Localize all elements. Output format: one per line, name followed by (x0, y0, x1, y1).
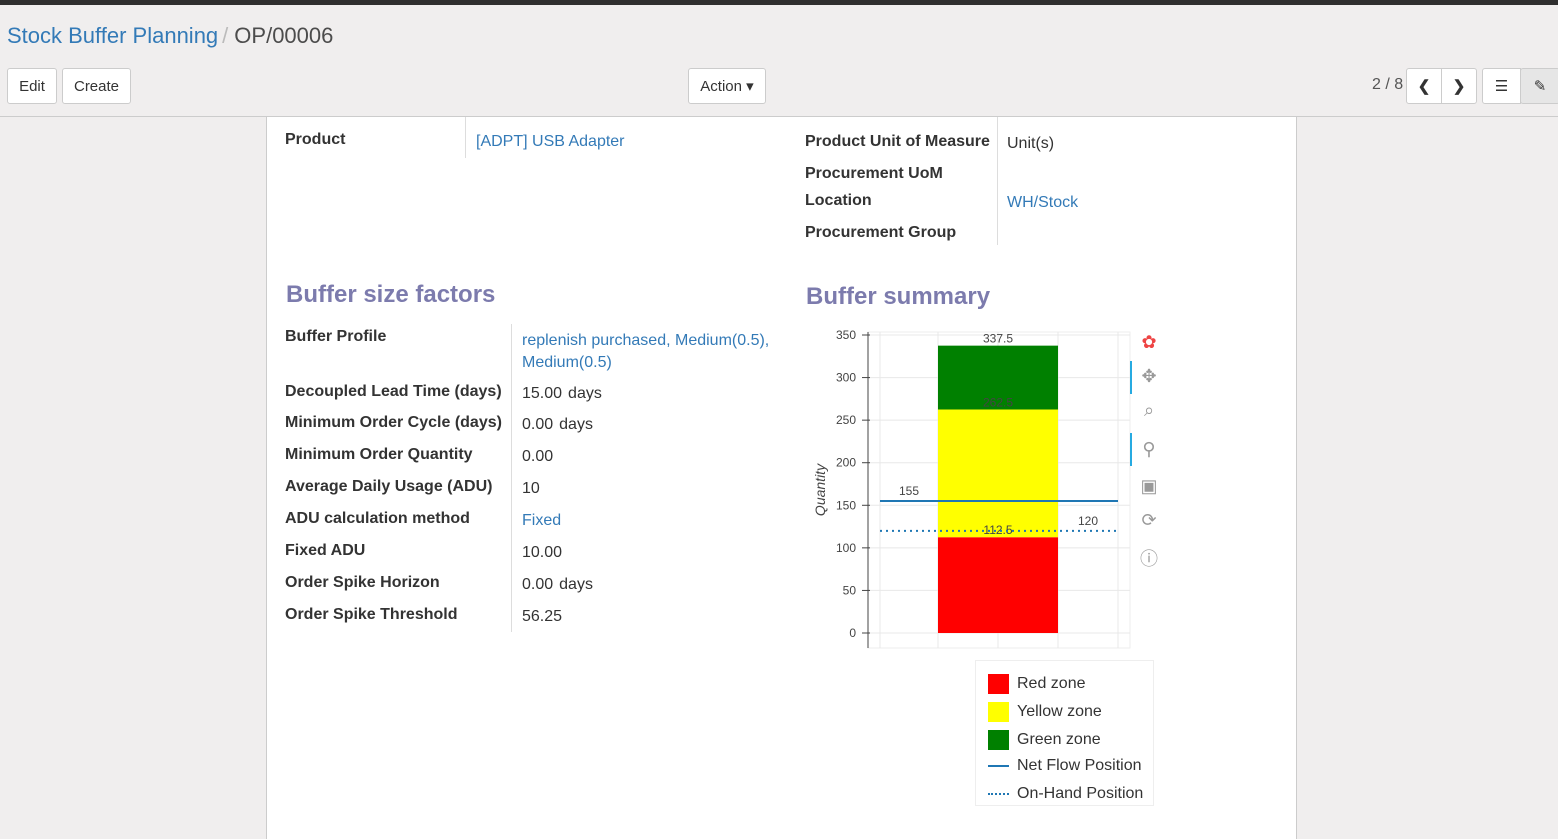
legend-red: Red zone (988, 674, 1086, 694)
value-text: 0.00 (522, 576, 554, 593)
factor-label: Buffer Profile (285, 328, 387, 345)
factor-label: Fixed ADU (285, 542, 366, 559)
breadcrumb-current: OP/00006 (234, 23, 334, 48)
breadcrumb: Stock Buffer Planning / OP/00006 (7, 23, 334, 48)
factor-value: 56.25 (522, 608, 562, 626)
location-value[interactable]: WH/Stock (1007, 194, 1079, 211)
previous-icon[interactable]: ❮ (1406, 68, 1442, 104)
legend-green: Green zone (988, 730, 1101, 750)
bar-red-zone (938, 537, 1058, 633)
factor-label: Average Daily Usage (ADU) (285, 478, 493, 495)
legend-net-flow: Net Flow Position (988, 757, 1142, 775)
box-zoom-tool-icon[interactable]: ⌕ (1143, 400, 1155, 420)
factor-label: Order Spike Horizon (285, 574, 440, 591)
uom-label: Product Unit of Measure (805, 133, 990, 150)
unit-text: days (559, 576, 593, 593)
product-value[interactable]: [ADPT] USB Adapter (476, 133, 625, 150)
buffer-chart: 0 50 100 150 200 250 300 350 112.5 262.5 337.5 155 1… (812, 328, 1131, 649)
location-label: Location (805, 192, 872, 209)
wheel-zoom-tool-icon[interactable]: ⚲ (1142, 439, 1156, 459)
bar-yellow-zone (938, 409, 1058, 538)
factor-value: 0.00 (522, 448, 553, 466)
action-dropdown[interactable]: Action ▾ (688, 68, 766, 104)
y-tick-label: 0 (849, 626, 856, 640)
divider (511, 324, 512, 632)
breadcrumb-parent[interactable]: Stock Buffer Planning (7, 23, 219, 48)
edit-button[interactable]: Edit (7, 68, 57, 104)
factor-label: ADU calculation method (285, 510, 470, 527)
pager-value: 2 / 8 (1372, 76, 1404, 93)
y-tick-label: 100 (836, 541, 856, 555)
value-text: 56.25 (522, 608, 563, 625)
control-panel: Stock Buffer Planning / OP/00006 Edit Crea… (0, 5, 1558, 117)
legend-yellow: Yellow zone (988, 702, 1102, 722)
factor-value: 0.00 days (522, 576, 593, 594)
factor-value: 10.00 (522, 544, 562, 562)
y-tick-label: 200 (836, 456, 856, 470)
factor-value: 10 (522, 480, 540, 498)
y-tick-label: 50 (843, 583, 857, 597)
pan-tool-icon[interactable]: ✥ (1141, 366, 1157, 386)
factor-label: Decoupled Lead Time (days) (285, 383, 502, 400)
bar-label: 262.5 (983, 396, 1013, 410)
y-tick-label: 250 (836, 413, 856, 427)
factor-value[interactable]: Fixed (522, 512, 561, 530)
summary-title: Buffer summary (806, 283, 991, 310)
y-tick-label: 150 (836, 498, 856, 512)
factor-label: Order Spike Threshold (285, 606, 458, 623)
value-text: Fixed (522, 512, 562, 529)
next-icon[interactable]: ❯ (1441, 68, 1477, 104)
value-text: 0.00 (522, 416, 554, 433)
legend-on-hand: On-Hand Position (988, 785, 1143, 803)
active-tool-indicator (1130, 361, 1132, 394)
list-view-icon[interactable]: ☰ (1482, 68, 1521, 104)
create-button[interactable]: Create (62, 68, 131, 104)
bar-green-zone (938, 345, 1058, 410)
line-label: 155 (899, 484, 919, 498)
active-tool-indicator (1130, 433, 1132, 466)
help-tool-icon[interactable]: ⓘ (1140, 549, 1158, 569)
value-text: 0.00 (522, 448, 554, 465)
save-tool-icon[interactable]: ▣ (1140, 476, 1158, 496)
factor-label: Minimum Order Cycle (days) (285, 414, 502, 431)
bar-label: 112.5 (983, 523, 1012, 537)
chart-legend: Red zone Yellow zone Green zone Net Flow… (975, 660, 1154, 806)
factor-value: 0.00 days (522, 416, 593, 434)
line-label: 120 (1078, 514, 1098, 528)
value-text: 15.00 (522, 385, 563, 402)
factors-title: Buffer size factors (286, 281, 496, 308)
proc-uom-label: Procurement UoM (805, 165, 943, 182)
reset-tool-icon[interactable]: ⟳ (1141, 510, 1157, 530)
form-view-icon[interactable]: ✎ (1520, 68, 1558, 104)
uom-value: Unit(s) (1007, 135, 1055, 152)
unit-text: days (559, 416, 593, 433)
proc-group-label: Procurement Group (805, 224, 957, 241)
value-text: 10.00 (522, 544, 563, 561)
product-label: Product (285, 131, 346, 148)
factor-value: 15.00 days (522, 385, 602, 403)
value-text: 10 (522, 480, 540, 497)
y-tick-label: 350 (836, 328, 856, 342)
bokeh-logo-icon: ✿ (1141, 332, 1157, 352)
unit-text: days (568, 385, 602, 402)
y-axis-label: Quantity (812, 463, 828, 516)
factor-value[interactable]: replenish purchased, Medium(0.5), Medium… (522, 330, 782, 374)
top-bar (0, 0, 1558, 5)
factor-label: Minimum Order Quantity (285, 446, 473, 463)
bar-label: 337.5 (983, 332, 1013, 346)
divider (997, 117, 998, 245)
y-tick-label: 300 (836, 371, 856, 385)
value-text: replenish purchased, Medium(0.5), Medium… (522, 332, 770, 371)
divider (465, 117, 466, 158)
